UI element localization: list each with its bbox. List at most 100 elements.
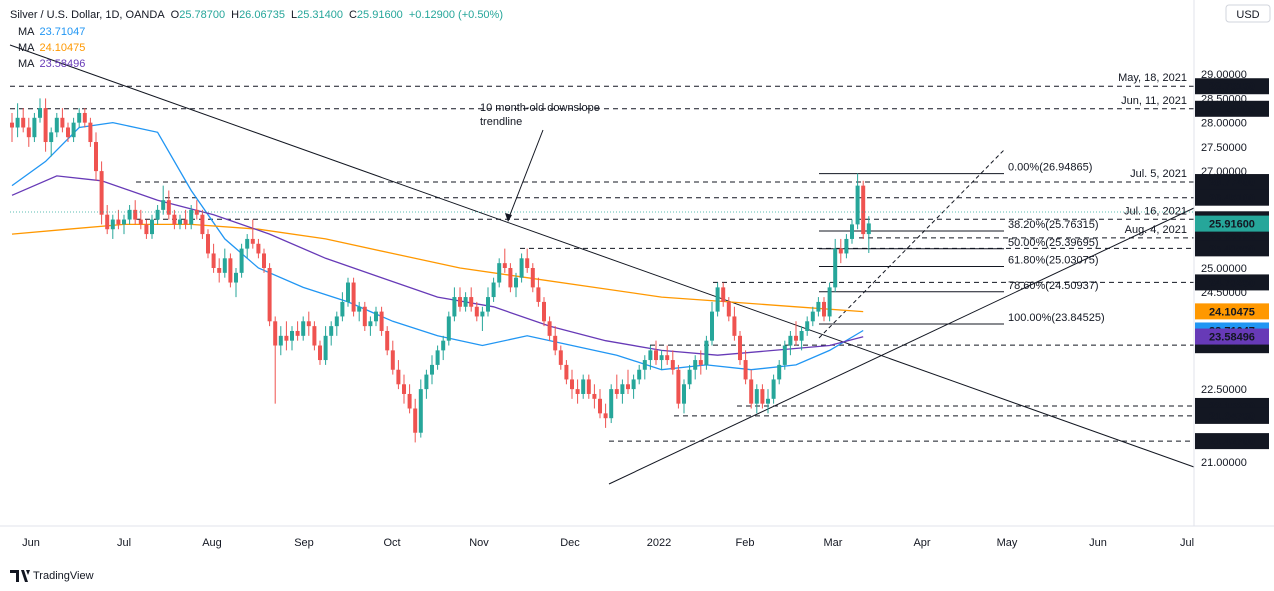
candle-body <box>486 297 490 312</box>
candle <box>586 374 591 399</box>
candle-body <box>222 258 227 273</box>
candle-body <box>362 306 367 327</box>
change-value: +0.12900 (+0.50%) <box>409 9 503 21</box>
candle <box>654 340 658 365</box>
candle <box>189 205 194 230</box>
candle <box>239 243 244 278</box>
time-axis[interactable]: Jun Jul Aug Sep Oct Nov Dec 2022 Feb Mar Apr May Jun… <box>22 537 1194 549</box>
candle-body <box>385 330 390 351</box>
candle-body <box>105 214 110 230</box>
candle-body <box>144 224 149 235</box>
candle-body <box>446 316 451 341</box>
candle <box>530 263 535 293</box>
candle <box>838 238 843 264</box>
candle <box>66 122 70 143</box>
candle-body <box>278 335 283 346</box>
candle-body <box>368 321 373 327</box>
candle-body <box>822 301 826 317</box>
candle <box>474 301 479 322</box>
high-value: 26.06735 <box>239 9 285 21</box>
level-price-text: 24.70250 <box>1209 277 1255 289</box>
candle-body <box>648 350 653 361</box>
candle-body <box>525 258 530 268</box>
candle <box>262 248 266 273</box>
candle-body <box>43 108 48 143</box>
candle-body <box>178 219 182 225</box>
series-price-text: 23.58496 <box>1209 332 1255 344</box>
candle-body <box>407 393 412 409</box>
fib-level-label: 0.00%(26.94865) <box>1008 162 1092 174</box>
series-price-tag <box>1195 215 1269 232</box>
candle <box>273 316 278 404</box>
level-price-tag <box>1195 240 1269 257</box>
time-tick-label: Apr <box>913 537 930 549</box>
candle-body <box>726 301 731 317</box>
candle <box>396 360 401 390</box>
level-price-text: 26.45100 <box>1209 193 1255 205</box>
candle-body <box>665 355 670 361</box>
series-price-tag <box>1195 328 1269 345</box>
candle-body <box>116 219 121 225</box>
level-price-text: 28.28600 <box>1209 104 1255 116</box>
candle-body <box>402 384 406 394</box>
candle-body <box>256 243 261 254</box>
ma-legend-2[interactable]: MA 24.10475 <box>18 42 85 54</box>
currency-badge[interactable]: USD <box>1225 4 1271 23</box>
candle-body <box>200 214 205 235</box>
candle-body <box>122 219 126 225</box>
ma-legend-3[interactable]: MA 23.58496 <box>18 58 85 70</box>
candle-body <box>480 311 485 317</box>
candle-body <box>99 171 104 215</box>
candle <box>799 326 804 351</box>
candle-body <box>530 268 535 288</box>
candle <box>850 219 854 244</box>
time-tick-label: Jun <box>1089 537 1107 549</box>
candle <box>676 364 681 409</box>
candle <box>222 248 227 278</box>
candle <box>418 379 423 438</box>
candle <box>430 355 434 385</box>
candle <box>200 209 205 239</box>
candle-body <box>698 360 703 365</box>
candle <box>234 268 238 298</box>
candle <box>721 282 726 307</box>
candle <box>301 316 306 341</box>
candle <box>43 98 48 152</box>
candle-body <box>284 335 289 341</box>
candle <box>446 311 451 346</box>
candle <box>452 287 457 322</box>
annotation-arrowhead <box>505 213 512 222</box>
level-price-text: 28.75150 <box>1209 81 1255 93</box>
level-price-tag <box>1195 174 1269 191</box>
candle-body <box>654 350 658 361</box>
candle <box>424 369 429 399</box>
candle <box>256 238 261 259</box>
candle-body <box>21 117 26 128</box>
candle <box>323 326 328 365</box>
ma-legend-1[interactable]: MA 23.71047 <box>18 26 85 38</box>
candle-body <box>306 321 311 327</box>
candle-body <box>536 287 541 302</box>
candle-body <box>413 408 418 433</box>
candle <box>250 219 255 249</box>
candle-body <box>295 330 300 336</box>
candle <box>374 306 378 327</box>
candle <box>122 214 126 235</box>
candle-body <box>710 311 714 341</box>
candle <box>413 398 418 443</box>
price-tags: 28.7515028.2860026.7740026.4510026.00550… <box>1195 78 1269 450</box>
time-tick-label: Oct <box>383 537 400 549</box>
candle-body <box>760 389 765 404</box>
candle-body <box>228 258 233 283</box>
candle-body <box>743 360 748 380</box>
candle-body <box>603 413 608 419</box>
candle <box>698 350 703 375</box>
candle-body <box>553 335 558 351</box>
candle-body <box>838 248 843 254</box>
candle-body <box>351 282 356 312</box>
candle-body <box>329 326 334 336</box>
level-date-label: Jun, 11, 2021 <box>1121 95 1187 107</box>
tradingview-logo[interactable]: TradingView <box>10 570 94 582</box>
candle <box>435 345 440 370</box>
